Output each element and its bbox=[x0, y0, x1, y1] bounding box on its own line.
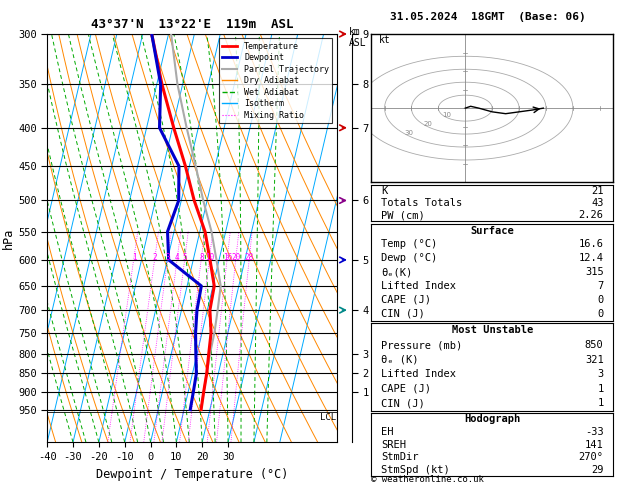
Text: SREH: SREH bbox=[381, 440, 406, 450]
Text: PW (cm): PW (cm) bbox=[381, 210, 425, 220]
Text: LCL: LCL bbox=[320, 414, 336, 422]
Text: 16: 16 bbox=[223, 253, 232, 261]
Text: 850: 850 bbox=[585, 340, 604, 350]
Text: 2.26: 2.26 bbox=[579, 210, 604, 220]
Text: Lifted Index: Lifted Index bbox=[381, 369, 456, 379]
Text: 30: 30 bbox=[404, 130, 413, 137]
Text: 29: 29 bbox=[591, 465, 604, 475]
Text: 31.05.2024  18GMT  (Base: 06): 31.05.2024 18GMT (Base: 06) bbox=[389, 12, 586, 22]
Text: Most Unstable: Most Unstable bbox=[452, 326, 533, 335]
Text: CAPE (J): CAPE (J) bbox=[381, 384, 431, 394]
Text: 1: 1 bbox=[598, 384, 604, 394]
Text: 20: 20 bbox=[231, 253, 241, 261]
Text: 10: 10 bbox=[442, 112, 451, 118]
Text: © weatheronline.co.uk: © weatheronline.co.uk bbox=[371, 474, 484, 484]
Text: 141: 141 bbox=[585, 440, 604, 450]
Text: Surface: Surface bbox=[470, 226, 514, 236]
Text: 5: 5 bbox=[182, 253, 187, 261]
Text: Dewp (°C): Dewp (°C) bbox=[381, 253, 437, 263]
Text: StmDir: StmDir bbox=[381, 452, 418, 462]
Text: 20: 20 bbox=[423, 122, 432, 127]
Text: 2: 2 bbox=[153, 253, 157, 261]
Text: CIN (J): CIN (J) bbox=[381, 309, 425, 319]
Text: Lifted Index: Lifted Index bbox=[381, 281, 456, 291]
Text: θₑ (K): θₑ (K) bbox=[381, 355, 418, 364]
Text: 3: 3 bbox=[165, 253, 170, 261]
Text: 321: 321 bbox=[585, 355, 604, 364]
Text: 0: 0 bbox=[598, 295, 604, 305]
Text: kt: kt bbox=[379, 35, 391, 45]
Title: 43°37'N  13°22'E  119m  ASL: 43°37'N 13°22'E 119m ASL bbox=[91, 18, 293, 32]
Text: -33: -33 bbox=[585, 427, 604, 437]
Text: K: K bbox=[381, 186, 387, 196]
Text: 21: 21 bbox=[591, 186, 604, 196]
Text: 16.6: 16.6 bbox=[579, 240, 604, 249]
Text: CIN (J): CIN (J) bbox=[381, 399, 425, 408]
Legend: Temperature, Dewpoint, Parcel Trajectory, Dry Adiabat, Wet Adiabat, Isotherm, Mi: Temperature, Dewpoint, Parcel Trajectory… bbox=[219, 38, 332, 123]
Text: 1: 1 bbox=[131, 253, 136, 261]
Text: 12.4: 12.4 bbox=[579, 253, 604, 263]
Text: EH: EH bbox=[381, 427, 393, 437]
Text: Temp (°C): Temp (°C) bbox=[381, 240, 437, 249]
Text: 270°: 270° bbox=[579, 452, 604, 462]
Text: Pressure (mb): Pressure (mb) bbox=[381, 340, 462, 350]
Text: 4: 4 bbox=[175, 253, 180, 261]
Text: 0: 0 bbox=[598, 309, 604, 319]
Text: 10: 10 bbox=[205, 253, 214, 261]
X-axis label: Dewpoint / Temperature (°C): Dewpoint / Temperature (°C) bbox=[96, 468, 288, 481]
Text: 7: 7 bbox=[598, 281, 604, 291]
Text: 3: 3 bbox=[598, 369, 604, 379]
Text: CAPE (J): CAPE (J) bbox=[381, 295, 431, 305]
Y-axis label: hPa: hPa bbox=[3, 227, 15, 249]
Text: 8: 8 bbox=[199, 253, 204, 261]
Text: 43: 43 bbox=[591, 198, 604, 208]
Text: θₑ(K): θₑ(K) bbox=[381, 267, 412, 277]
Text: Hodograph: Hodograph bbox=[464, 415, 520, 424]
Text: 28: 28 bbox=[245, 253, 254, 261]
Text: Totals Totals: Totals Totals bbox=[381, 198, 462, 208]
Text: 1: 1 bbox=[598, 399, 604, 408]
Text: km
ASL: km ASL bbox=[349, 27, 367, 48]
Text: StmSpd (kt): StmSpd (kt) bbox=[381, 465, 450, 475]
Text: 315: 315 bbox=[585, 267, 604, 277]
